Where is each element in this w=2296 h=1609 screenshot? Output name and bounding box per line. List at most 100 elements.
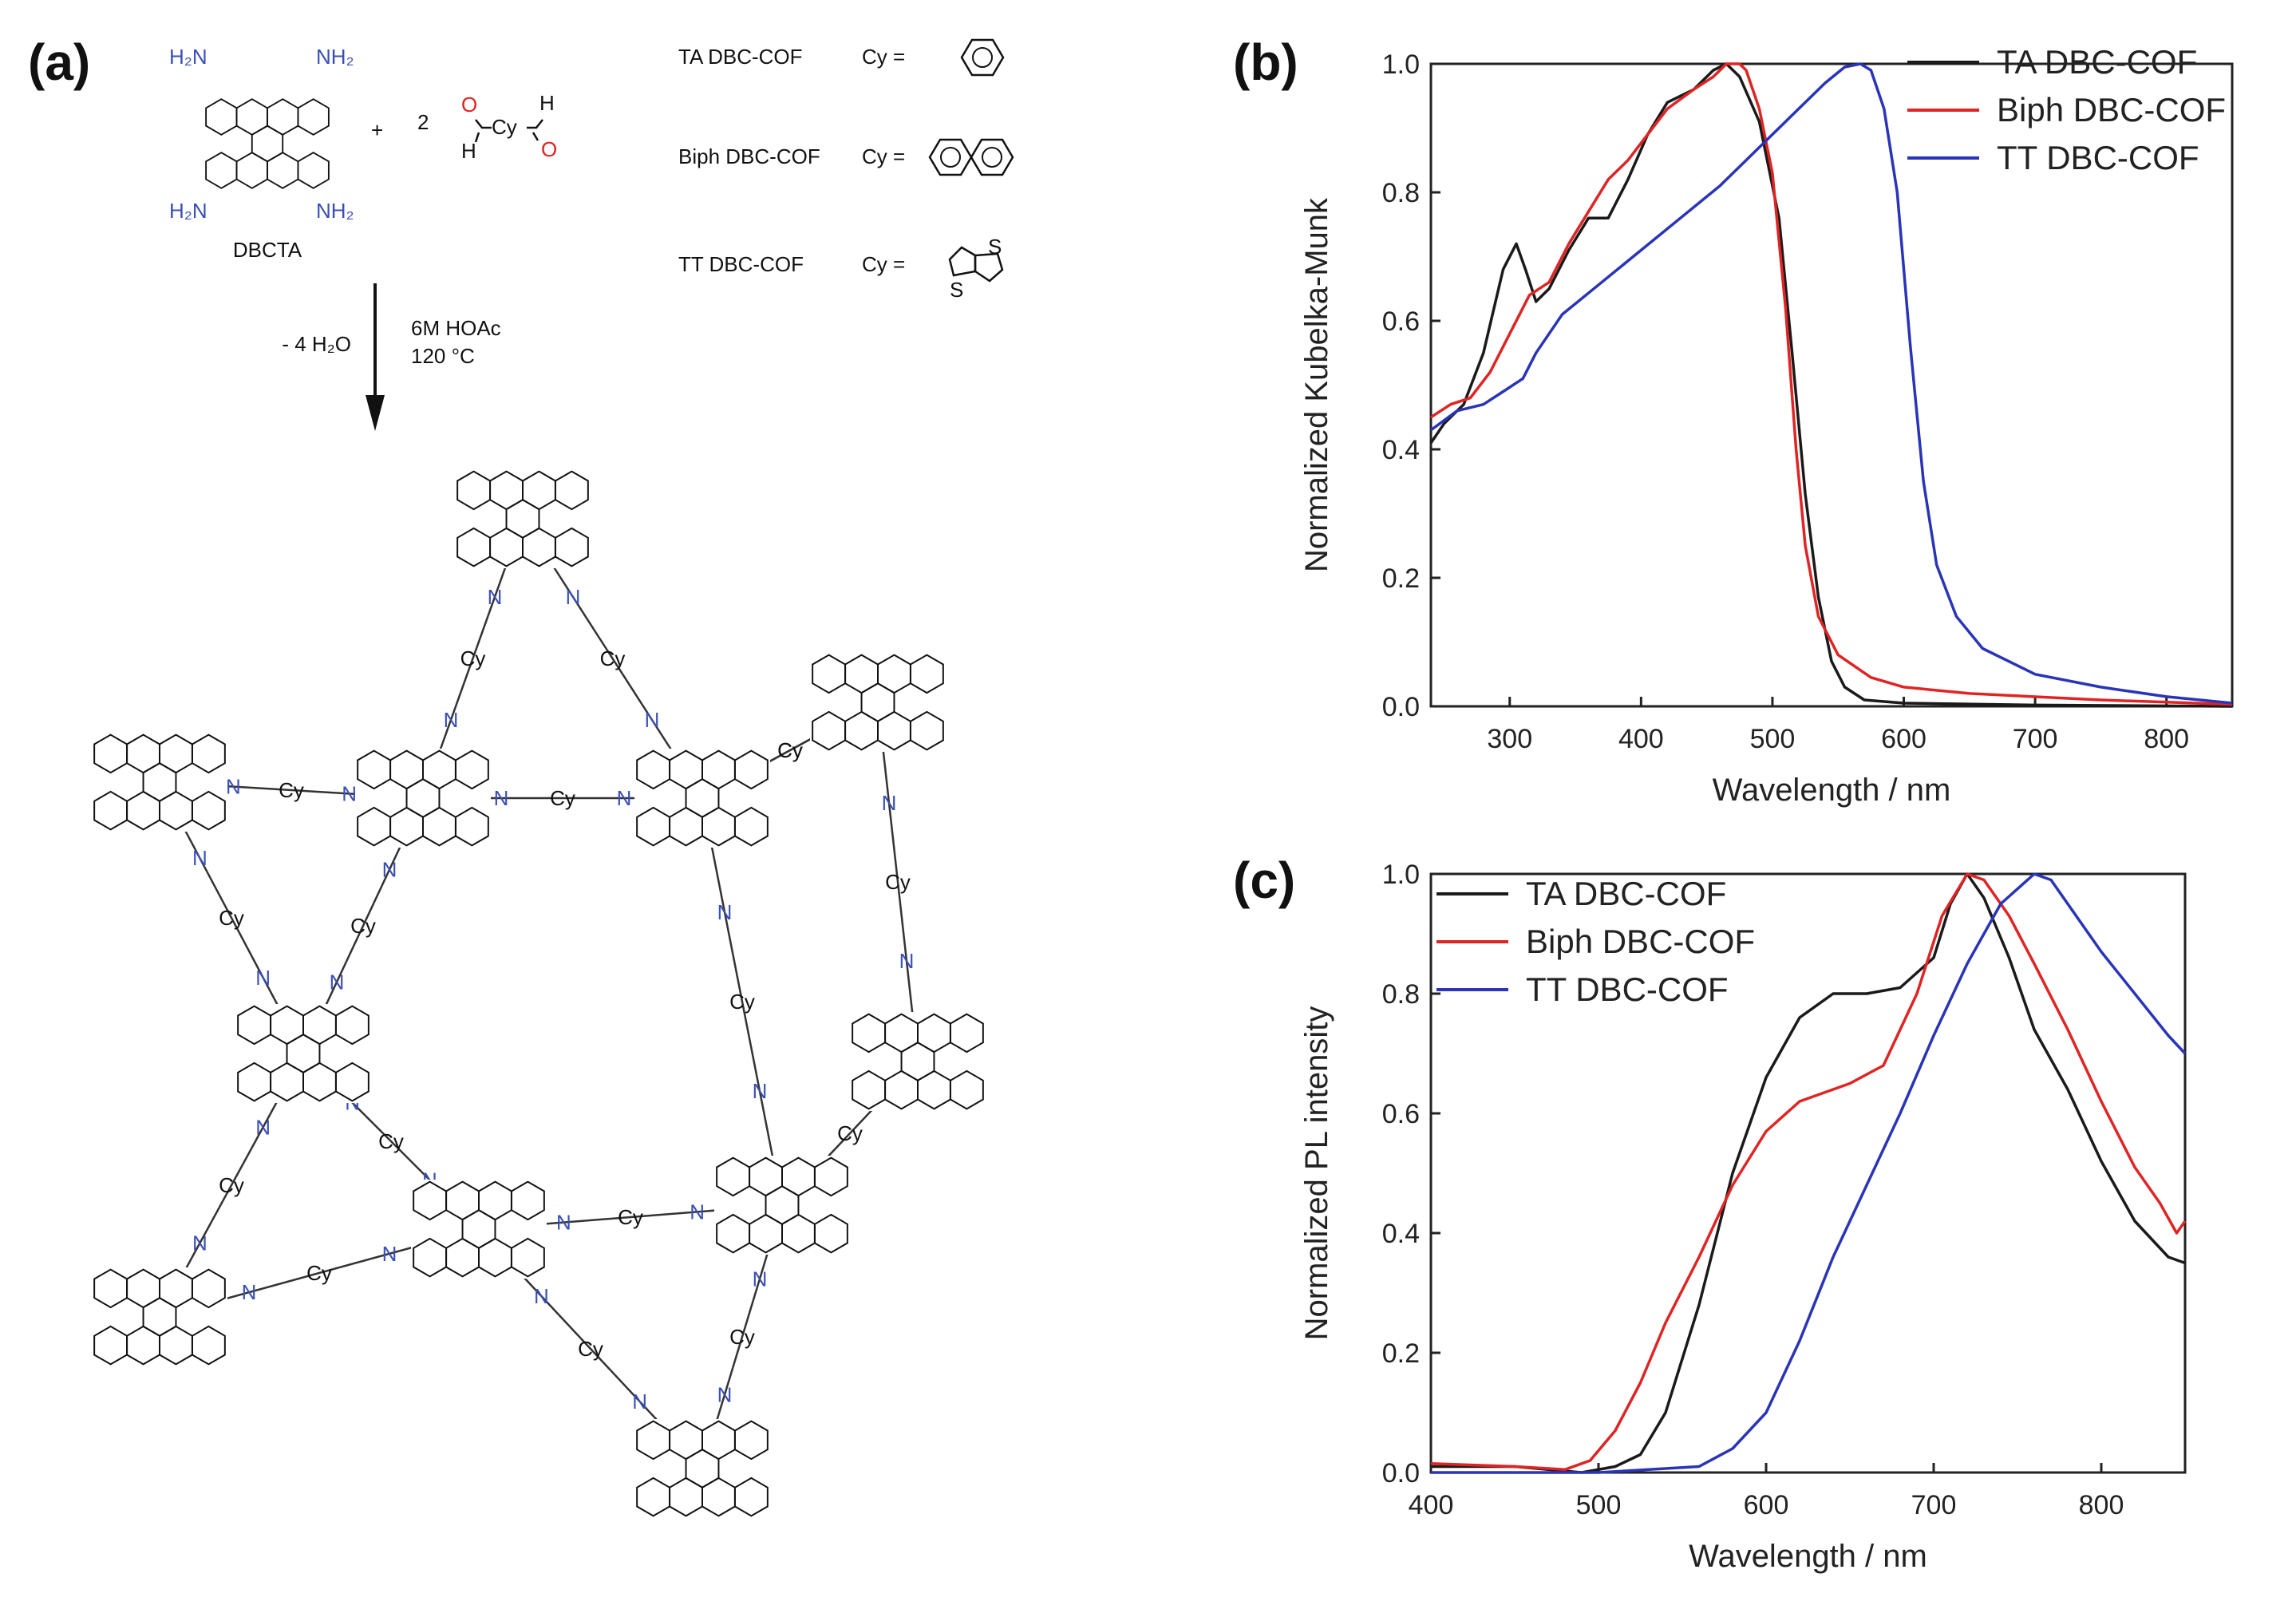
aldehyde-hydrogen-left: H: [461, 139, 476, 163]
legend-label: Biph DBC-COF: [1526, 923, 1755, 960]
imine-nitrogen-label: N: [753, 1079, 768, 1103]
x-tick-label: 600: [1881, 724, 1927, 754]
linker-ta-name: TA DBC-COF: [678, 45, 803, 69]
monomer-name: DBCTA: [233, 238, 302, 262]
series-line-ta-dbc-cof: [1431, 872, 2186, 1474]
linkage-cy-label: Cy: [219, 1173, 244, 1197]
linkage-cy-label: Cy: [729, 990, 755, 1014]
imine-nitrogen-label: N: [330, 970, 345, 994]
reaction-byproduct: - 4 H₂O: [282, 332, 351, 356]
linkage-cy-label: Cy: [600, 646, 626, 670]
linkage-cy-label: Cy: [550, 786, 575, 810]
linker-biph-cy: Cy =: [862, 144, 905, 168]
linkage-cy-label: Cy: [350, 914, 376, 938]
imine-nitrogen-label: N: [899, 949, 915, 973]
linkage-cy-label: Cy: [578, 1337, 603, 1361]
linker-tt-name: TT DBC-COF: [678, 252, 804, 276]
x-tick-label: 500: [1750, 724, 1796, 754]
aldehyde-hydrogen-right: H: [539, 91, 555, 115]
imine-nitrogen-label: N: [382, 858, 397, 882]
imine-linkage: [876, 702, 919, 1062]
reaction-temperature: 120 °C: [411, 344, 475, 368]
imine-nitrogen-label: N: [494, 786, 509, 810]
monomer-dbcta: H₂N NH₂ H₂N NH₂ DBCTA: [169, 45, 354, 262]
x-tick-label: 600: [1744, 1490, 1789, 1520]
y-tick-label: 0.4: [1382, 1219, 1420, 1249]
y-tick-label: 0.2: [1382, 563, 1420, 594]
linker-ta-cy: Cy =: [862, 45, 905, 69]
chart-c-photoluminescence: 400 500 600 700 800 0.0 0.2 0.4 0.6 0.8 1.0 Wavelen…: [1299, 860, 2187, 1574]
linkage-cy-label: Cy: [378, 1129, 404, 1153]
series-line-tt-dbc-cof: [1431, 872, 2187, 1474]
imine-nitrogen-label: N: [192, 1231, 207, 1255]
linkage-cy-label: Cy: [279, 778, 304, 802]
chart-b-kubelka-munk: 300 400 500 600 700 800 0.0 0.2 0.4 0.6 0.8 1.0 Wave…: [1299, 43, 2234, 808]
x-tick-label: 800: [2079, 1490, 2124, 1520]
biphenyl-icon: [928, 138, 1014, 176]
imine-linkage: [701, 797, 784, 1206]
imine-nitrogen-label: N: [717, 900, 733, 924]
series-line-biph-dbc-cof: [1430, 872, 2187, 1472]
imine-nitrogen-label: N: [255, 966, 271, 990]
amine-group-bottom-right: NH₂: [316, 199, 354, 223]
y-tick-label: 0.0: [1382, 692, 1420, 722]
y-tick-label: 0.8: [1382, 979, 1420, 1010]
plus-sign: +: [371, 118, 383, 142]
plot-frame: [1429, 62, 2234, 708]
linkage-cy-label: Cy: [885, 870, 911, 894]
imine-nitrogen-label: N: [242, 1280, 257, 1304]
x-axis-title: Wavelength / nm: [1689, 1539, 1927, 1574]
legend-label: TT DBC-COF: [1526, 971, 1729, 1008]
legend-label: TT DBC-COF: [1997, 139, 2199, 176]
y-tick-label: 1.0: [1382, 49, 1420, 80]
legend-label: TA DBC-COF: [1997, 43, 2197, 81]
linkage-cy-label: Cy: [837, 1121, 863, 1145]
imine-nitrogen-label: N: [645, 708, 660, 732]
plot-frame: [1429, 872, 2187, 1474]
imine-nitrogen-label: N: [534, 1284, 549, 1308]
imine-nitrogen-label: N: [342, 781, 357, 805]
amine-group-top-left: H₂N: [169, 45, 207, 69]
imine-nitrogen-label: N: [717, 1383, 733, 1407]
stoichiometric-coefficient: 2: [417, 110, 429, 134]
y-tick-label: 0.6: [1382, 1099, 1420, 1129]
imine-nitrogen-label: N: [882, 791, 897, 815]
y-axis-title: Normalized Kubelka-Munk: [1299, 197, 1334, 572]
x-tick-label: 800: [2144, 724, 2189, 754]
imine-nitrogen-label: N: [556, 1211, 571, 1235]
linkage-cy-label: Cy: [777, 738, 803, 762]
y-tick-label: 1.0: [1382, 860, 1420, 890]
aldehyde-cy: Cy: [492, 115, 517, 139]
reaction-arrow: - 4 H₂O 6M HOAc 120 °C: [282, 283, 501, 431]
imine-nitrogen-label: N: [226, 775, 241, 799]
imine-nitrogen-label: N: [192, 846, 207, 870]
linker-biph-name: Biph DBC-COF: [678, 144, 820, 168]
imine-nitrogen-label: N: [382, 1242, 397, 1266]
imine-nitrogen-label: N: [632, 1390, 647, 1413]
linkage-cy-label: Cy: [729, 1325, 755, 1349]
legend-label: TA DBC-COF: [1526, 875, 1726, 912]
y-tick-label: 0.6: [1382, 306, 1420, 337]
amine-group-top-right: NH₂: [316, 45, 354, 69]
aldehyde-oxygen-left: O: [461, 93, 477, 117]
linkage-cy-label: Cy: [306, 1261, 332, 1285]
cof-network: Cy N N Cy N N Cy N N Cy N N Cy N N Cy N N Cy N N Cy N N Cy N N Cy N N…: [92, 469, 986, 1518]
y-tick-label: 0.0: [1382, 1458, 1420, 1488]
thienothiophene-icon: S S: [948, 235, 1004, 302]
amine-group-bottom-left: H₂N: [169, 199, 207, 223]
y-tick-label: 0.2: [1382, 1338, 1420, 1369]
x-tick-label: 300: [1487, 724, 1532, 754]
linkage-cy-label: Cy: [219, 906, 244, 930]
panel-c-label: (c): [1233, 852, 1295, 909]
panel-b-label: (b): [1233, 34, 1298, 91]
imine-nitrogen-label: N: [488, 585, 503, 609]
x-tick-label: 400: [1409, 1490, 1454, 1520]
imine-nitrogen-label: N: [690, 1200, 705, 1224]
series-line-biph-dbc-cof: [1430, 62, 2233, 706]
series-line-ta-dbc-cof: [1429, 62, 2233, 708]
y-tick-label: 0.4: [1382, 435, 1420, 465]
linkage-cy-label: Cy: [460, 646, 486, 670]
y-axis-title: Normalized PL intensity: [1299, 1006, 1334, 1341]
linker-definitions: TA DBC-COF Cy = Biph DBC-COF Cy = TT DBC…: [678, 38, 1014, 302]
